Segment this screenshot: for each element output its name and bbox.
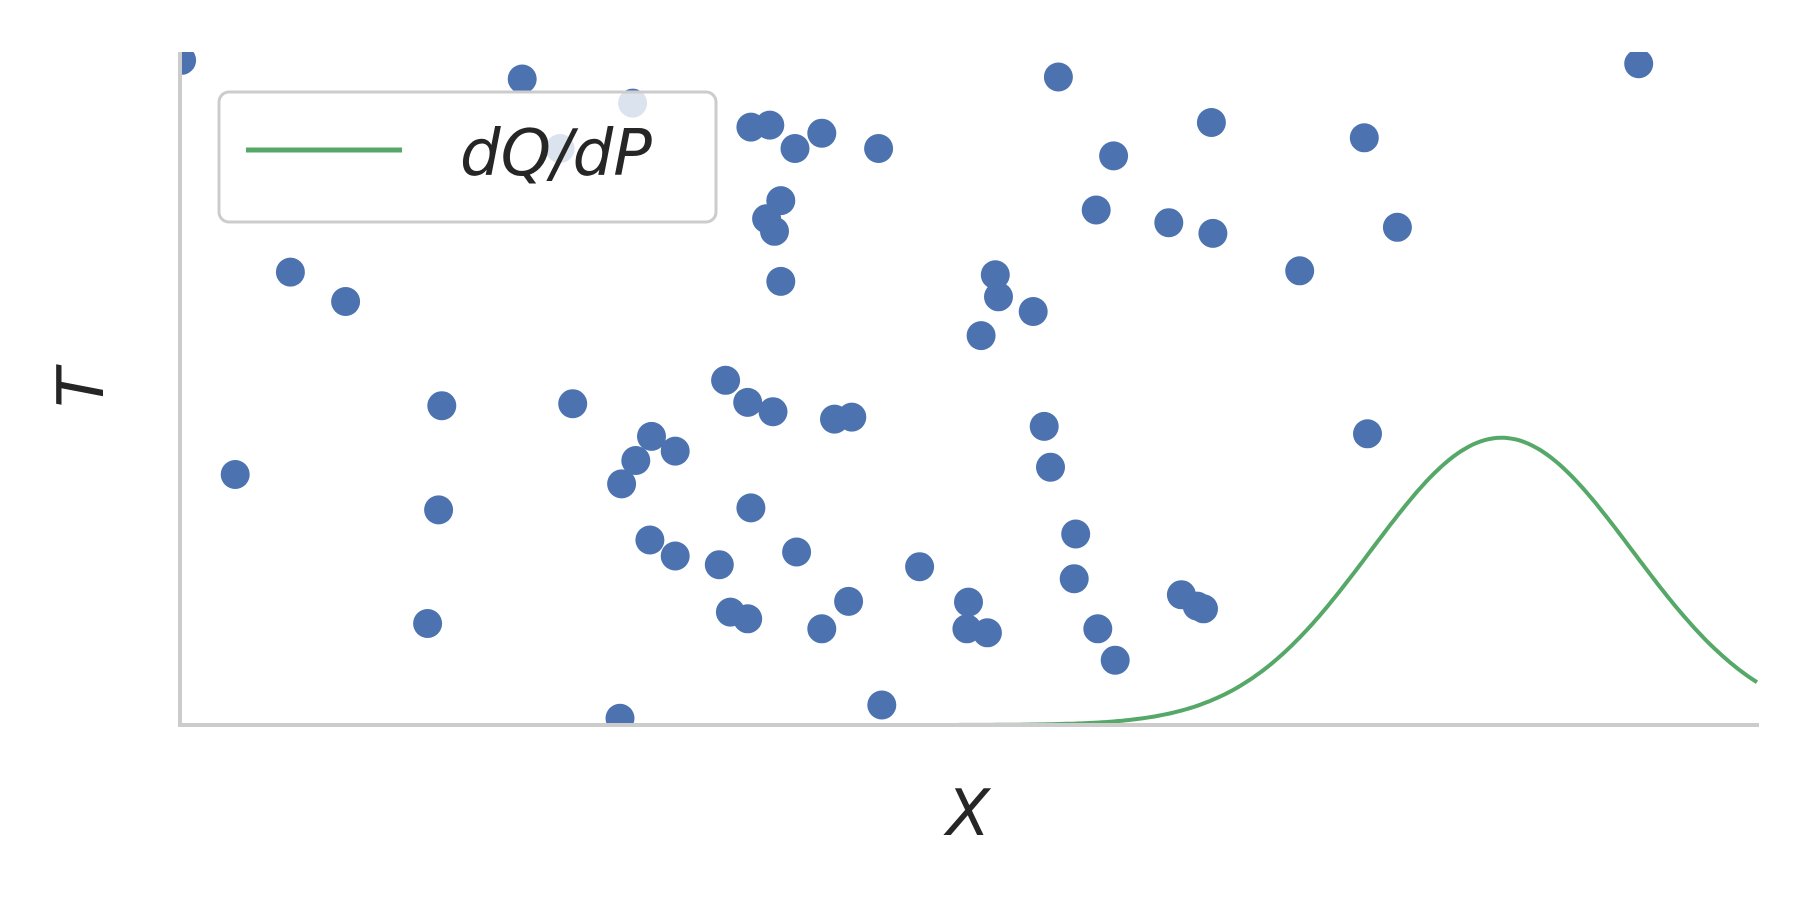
- scatter-point: [984, 282, 1013, 312]
- scatter-point: [660, 436, 690, 466]
- scatter-point: [782, 537, 812, 567]
- scatter-point: [867, 690, 897, 720]
- y-axis-label: T: [45, 364, 119, 408]
- scatter-point: [1285, 256, 1315, 286]
- scatter-point: [660, 541, 690, 571]
- scatter-point: [427, 391, 457, 421]
- scatter-point: [755, 110, 785, 140]
- scatter-point: [733, 604, 763, 634]
- scatter-point: [1018, 297, 1048, 326]
- scatter-point: [1349, 123, 1379, 153]
- scatter-point: [736, 493, 766, 523]
- scatter-point: [1154, 208, 1184, 238]
- scatter-point: [331, 287, 361, 316]
- scatter-point: [424, 495, 454, 525]
- scatter-point: [711, 365, 741, 395]
- scatter-point: [780, 134, 810, 163]
- scatter-point: [954, 587, 983, 617]
- scatter-point: [275, 257, 305, 287]
- scatter-point: [1061, 519, 1091, 549]
- legend-box: [217, 90, 718, 224]
- scatter-point: [1099, 141, 1129, 171]
- scatter-point: [605, 703, 635, 727]
- scatter-point: [837, 402, 867, 432]
- x-axis-label: X: [943, 777, 991, 851]
- scatter-point: [807, 614, 837, 644]
- scatter-point: [972, 618, 1002, 648]
- scatter-point: [807, 118, 837, 148]
- scatter-point: [507, 64, 537, 94]
- scatter-point: [1083, 614, 1113, 644]
- scatter-point: [413, 609, 443, 638]
- scatter-point: [766, 266, 796, 296]
- scatter-point: [1029, 411, 1059, 441]
- scatter-points: [180, 52, 1654, 727]
- scatter-point: [980, 260, 1010, 290]
- scatter-point: [621, 446, 651, 475]
- scatter-point: [1043, 62, 1073, 92]
- scatter-point: [220, 460, 250, 489]
- scatter-point: [558, 389, 588, 419]
- scatter-point: [1624, 52, 1654, 79]
- scatter-point: [905, 552, 935, 582]
- scatter-point: [635, 525, 665, 555]
- legend-label-dq-dp: dQ/dP: [460, 117, 652, 191]
- legend: dQ/dP: [217, 90, 718, 224]
- scatter-point: [1081, 195, 1111, 225]
- scatter-point: [637, 421, 666, 451]
- scatter-point: [1059, 564, 1089, 594]
- scatter-point: [704, 550, 734, 580]
- scatter-point: [758, 397, 788, 427]
- scatter-point: [760, 216, 789, 246]
- scatter-point: [1100, 645, 1130, 675]
- scatter-point: [1353, 419, 1382, 449]
- scatter-point: [733, 387, 763, 417]
- scatter-point: [834, 586, 864, 616]
- scatter-point: [607, 469, 637, 499]
- scatter-point: [1198, 218, 1228, 248]
- scatter-point: [966, 321, 996, 351]
- scatter-point: [180, 52, 197, 75]
- scatter-point: [1189, 594, 1218, 624]
- scatter-point: [1036, 452, 1065, 482]
- scatter-point: [1382, 212, 1412, 242]
- scatter-point: [864, 134, 894, 163]
- scatter-point: [1196, 108, 1226, 137]
